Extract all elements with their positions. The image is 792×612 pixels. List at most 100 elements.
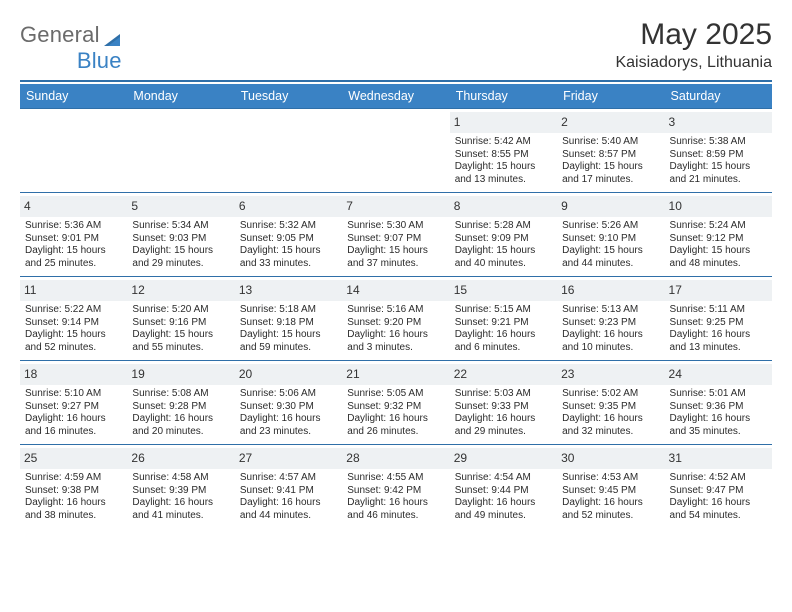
sunset-text: Sunset: 9:32 PM [347,401,444,414]
sunrise-text: Sunrise: 5:30 AM [347,220,444,233]
sunrise-text: Sunrise: 5:34 AM [132,220,229,233]
month-title: May 2025 [615,18,772,52]
calendar-day-cell: 7 Sunrise: 5:30 AMSunset: 9:07 PMDaylight… [342,193,449,277]
sunrise-text: Sunrise: 5:24 AM [670,220,767,233]
sunrise-text: Sunrise: 5:03 AM [455,388,552,401]
weekday-header: Wednesday [342,84,449,109]
calendar-day-cell [235,109,342,193]
daylight-text: Daylight: 15 hours and 33 minutes. [240,245,337,270]
sunset-text: Sunset: 9:25 PM [670,317,767,330]
daylight-text: Daylight: 16 hours and 16 minutes. [25,413,122,438]
calendar-week-row: 4Sunrise: 5:36 AMSunset: 9:01 PMDaylight… [20,193,772,277]
sunset-text: Sunset: 9:23 PM [562,317,659,330]
calendar-week-row: 25Sunrise: 4:59 AMSunset: 9:38 PMDayligh… [20,445,772,529]
daylight-text: Daylight: 15 hours and 21 minutes. [670,161,767,186]
daylight-text: Daylight: 16 hours and 20 minutes. [132,413,229,438]
calendar-day-cell: 5Sunrise: 5:34 AMSunset: 9:03 PMDaylight… [127,193,234,277]
sunrise-text: Sunrise: 5:42 AM [455,136,552,149]
sunset-text: Sunset: 9:16 PM [132,317,229,330]
location: Kaisiadorys, Lithuania [615,54,772,72]
daylight-text: Daylight: 16 hours and 49 minutes. [455,497,552,522]
day-number: 18 [20,364,127,385]
daylight-text: Daylight: 15 hours and 48 minutes. [670,245,767,270]
day-number: 6 [235,196,342,217]
sunrise-text: Sunrise: 5:05 AM [347,388,444,401]
calendar-day-cell: 26Sunrise: 4:58 AMSunset: 9:39 PMDayligh… [127,445,234,529]
weekday-header: Saturday [665,84,772,109]
calendar-day-cell: 31Sunrise: 4:52 AMSunset: 9:47 PMDayligh… [665,445,772,529]
sunset-text: Sunset: 9:30 PM [240,401,337,414]
sunrise-text: Sunrise: 5:16 AM [347,304,444,317]
sunset-text: Sunset: 9:38 PM [25,485,122,498]
calendar-week-row: 1Sunrise: 5:42 AMSunset: 8:55 PMDaylight… [20,109,772,193]
daylight-text: Daylight: 15 hours and 13 minutes. [455,161,552,186]
calendar-week-row: 18Sunrise: 5:10 AMSunset: 9:27 PMDayligh… [20,361,772,445]
sunset-text: Sunset: 9:21 PM [455,317,552,330]
sunrise-text: Sunrise: 4:59 AM [25,472,122,485]
calendar-day-cell: 28Sunrise: 4:55 AMSunset: 9:42 PMDayligh… [342,445,449,529]
day-number: 8 [450,196,557,217]
sunrise-text: Sunrise: 4:58 AM [132,472,229,485]
sunrise-text: Sunrise: 4:55 AM [347,472,444,485]
sunset-text: Sunset: 9:10 PM [562,233,659,246]
day-number: 2 [557,112,664,133]
sunrise-text: Sunrise: 5:40 AM [562,136,659,149]
sunset-text: Sunset: 9:47 PM [670,485,767,498]
sunset-text: Sunset: 9:36 PM [670,401,767,414]
calendar-day-cell: 2Sunrise: 5:40 AMSunset: 8:57 PMDaylight… [557,109,664,193]
day-number: 15 [450,280,557,301]
sunset-text: Sunset: 9:44 PM [455,485,552,498]
day-number: 7 [342,196,449,217]
calendar-day-cell: 23Sunrise: 5:02 AMSunset: 9:35 PMDayligh… [557,361,664,445]
daylight-text: Daylight: 16 hours and 6 minutes. [455,329,552,354]
sunrise-text: Sunrise: 5:36 AM [25,220,122,233]
daylight-text: Daylight: 16 hours and 23 minutes. [240,413,337,438]
day-number: 9 [557,196,664,217]
sunset-text: Sunset: 9:05 PM [240,233,337,246]
logo-sail-icon [102,32,122,48]
calendar-day-cell: 16Sunrise: 5:13 AMSunset: 9:23 PMDayligh… [557,277,664,361]
sunset-text: Sunset: 9:18 PM [240,317,337,330]
sunset-text: Sunset: 9:14 PM [25,317,122,330]
day-number: 29 [450,448,557,469]
day-number: 21 [342,364,449,385]
sunrise-text: Sunrise: 5:32 AM [240,220,337,233]
day-number: 31 [665,448,772,469]
header: GeneralBlue May 2025 Kaisiadorys, Lithua… [20,18,772,74]
calendar-day-cell: 15 Sunrise: 5:15 AMSunset: 9:21 PMDayligh… [450,277,557,361]
calendar-body: 1Sunrise: 5:42 AMSunset: 8:55 PMDaylight… [20,109,772,529]
sunset-text: Sunset: 9:27 PM [25,401,122,414]
sunset-text: Sunset: 8:59 PM [670,149,767,162]
calendar-day-cell: 8Sunrise: 5:28 AMSunset: 9:09 PMDaylight… [450,193,557,277]
calendar-day-cell: 17Sunrise: 5:11 AMSunset: 9:25 PMDayligh… [665,277,772,361]
daylight-text: Daylight: 15 hours and 29 minutes. [132,245,229,270]
sunset-text: Sunset: 8:55 PM [455,149,552,162]
calendar-day-cell: 13Sunrise: 5:18 AMSunset: 9:18 PMDayligh… [235,277,342,361]
day-number: 17 [665,280,772,301]
weekday-header: Sunday [20,84,127,109]
weekday-header: Thursday [450,84,557,109]
calendar-day-cell: 11Sunrise: 5:22 AMSunset: 9:14 PMDayligh… [20,277,127,361]
sunrise-text: Sunrise: 5:15 AM [455,304,552,317]
sunset-text: Sunset: 9:20 PM [347,317,444,330]
calendar-day-cell: 4Sunrise: 5:36 AMSunset: 9:01 PMDaylight… [20,193,127,277]
day-number: 25 [20,448,127,469]
daylight-text: Daylight: 16 hours and 46 minutes. [347,497,444,522]
weekday-header: Tuesday [235,84,342,109]
daylight-text: Daylight: 15 hours and 37 minutes. [347,245,444,270]
daylight-text: Daylight: 16 hours and 54 minutes. [670,497,767,522]
sunset-text: Sunset: 9:01 PM [25,233,122,246]
day-number: 20 [235,364,342,385]
calendar-day-cell: 18Sunrise: 5:10 AMSunset: 9:27 PMDayligh… [20,361,127,445]
calendar-week-row: 11Sunrise: 5:22 AMSunset: 9:14 PMDayligh… [20,277,772,361]
sunrise-text: Sunrise: 4:54 AM [455,472,552,485]
sunset-text: Sunset: 8:57 PM [562,149,659,162]
sunset-text: Sunset: 9:12 PM [670,233,767,246]
sunset-text: Sunset: 9:39 PM [132,485,229,498]
daylight-text: Daylight: 15 hours and 44 minutes. [562,245,659,270]
calendar-day-cell: 20Sunrise: 5:06 AMSunset: 9:30 PMDayligh… [235,361,342,445]
sunset-text: Sunset: 9:07 PM [347,233,444,246]
daylight-text: Daylight: 16 hours and 26 minutes. [347,413,444,438]
sunrise-text: Sunrise: 4:53 AM [562,472,659,485]
daylight-text: Daylight: 16 hours and 38 minutes. [25,497,122,522]
